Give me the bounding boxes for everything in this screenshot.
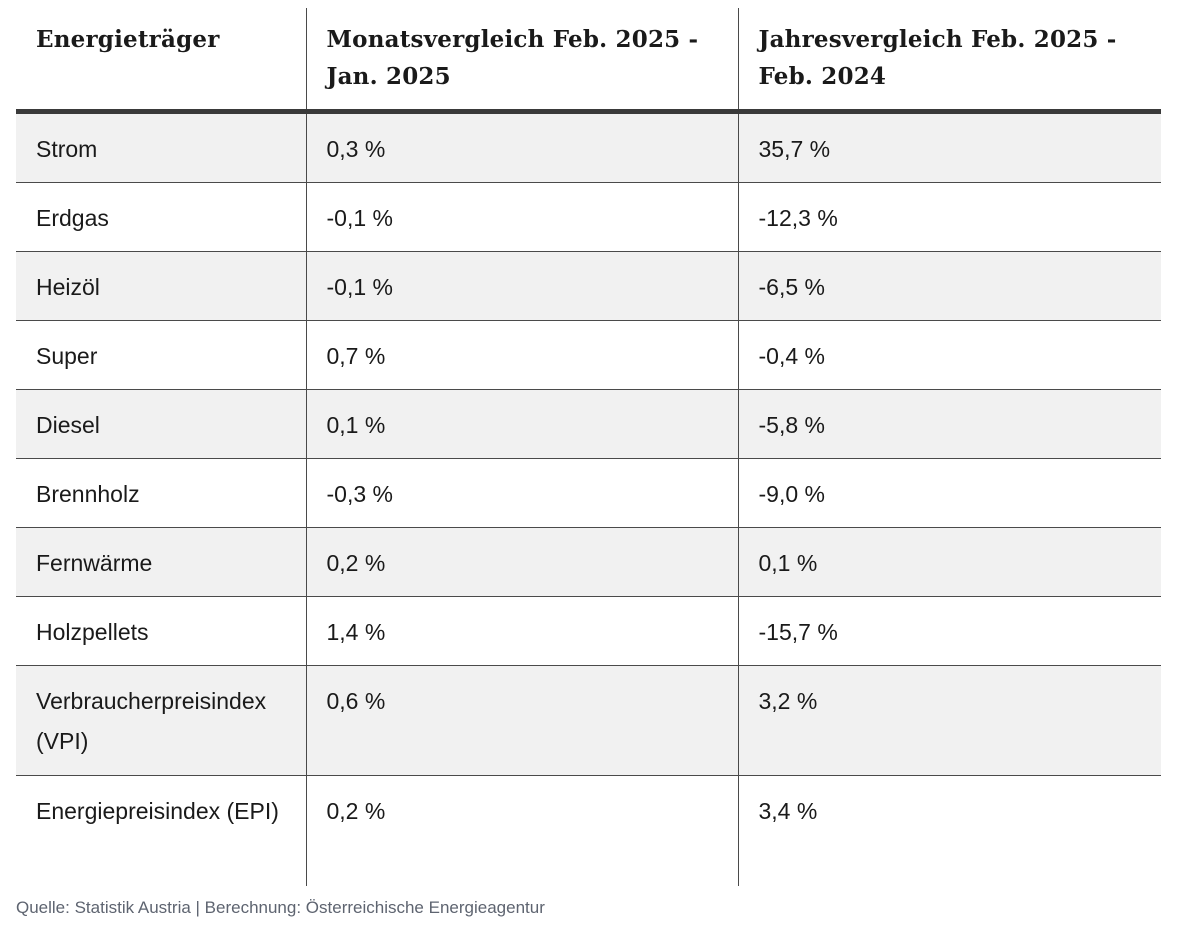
table-row: Diesel 0,1 % -5,8 % (16, 389, 1161, 459)
table-row: Verbraucherpreisindex (VPI) 0,6 % 3,2 % (16, 665, 1161, 776)
cell-energietraeger: Heizöl (16, 251, 306, 321)
table-row: Heizöl -0,1 % -6,5 % (16, 251, 1161, 321)
cell-monatsvergleich: 1,4 % (305, 596, 738, 666)
table-row: Super 0,7 % -0,4 % (16, 320, 1161, 390)
table-body: Strom 0,3 % 35,7 % Erdgas -0,1 % -12,3 %… (16, 111, 1161, 886)
cell-energietraeger: Strom (16, 111, 306, 183)
cell-jahresvergleich: 3,4 % (737, 775, 1161, 886)
cell-monatsvergleich: 0,1 % (305, 389, 738, 459)
cell-jahresvergleich: -6,5 % (737, 251, 1161, 321)
table-row: Holzpellets 1,4 % -15,7 % (16, 596, 1161, 666)
header-jahresvergleich: Jahresvergleich Feb. 2025 - Feb. 2024 (737, 8, 1161, 114)
cell-monatsvergleich: 0,7 % (305, 320, 738, 390)
cell-energietraeger: Diesel (16, 389, 306, 459)
cell-jahresvergleich: -15,7 % (737, 596, 1161, 666)
cell-monatsvergleich: 0,3 % (305, 111, 738, 183)
cell-jahresvergleich: 3,2 % (737, 665, 1161, 776)
cell-energietraeger: Brennholz (16, 458, 306, 528)
cell-energietraeger: Erdgas (16, 182, 306, 252)
table-row: Brennholz -0,3 % -9,0 % (16, 458, 1161, 528)
table-header: Energieträger Monatsvergleich Feb. 2025 … (16, 8, 1161, 114)
cell-jahresvergleich: 35,7 % (737, 111, 1161, 183)
cell-jahresvergleich: -5,8 % (737, 389, 1161, 459)
cell-jahresvergleich: -0,4 % (737, 320, 1161, 390)
source-note: Quelle: Statistik Austria | Berechnung: … (16, 898, 545, 917)
header-monatsvergleich: Monatsvergleich Feb. 2025 - Jan. 2025 (305, 8, 738, 114)
cell-jahresvergleich: 0,1 % (737, 527, 1161, 597)
cell-monatsvergleich: 0,2 % (305, 775, 738, 886)
header-row: Energieträger Monatsvergleich Feb. 2025 … (16, 8, 1161, 114)
cell-energietraeger: Energiepreisindex (EPI) (16, 775, 306, 886)
table-row: Energiepreisindex (EPI) 0,2 % 3,4 % (16, 775, 1161, 886)
cell-monatsvergleich: -0,3 % (305, 458, 738, 528)
energy-price-table-container: Energieträger Monatsvergleich Feb. 2025 … (16, 8, 1161, 886)
cell-monatsvergleich: 0,2 % (305, 527, 738, 597)
cell-monatsvergleich: -0,1 % (305, 251, 738, 321)
cell-monatsvergleich: -0,1 % (305, 182, 738, 252)
cell-energietraeger: Verbraucherpreisindex (VPI) (16, 665, 306, 776)
cell-energietraeger: Super (16, 320, 306, 390)
table-row: Erdgas -0,1 % -12,3 % (16, 182, 1161, 252)
header-energietraeger: Energieträger (16, 8, 306, 114)
cell-energietraeger: Holzpellets (16, 596, 306, 666)
table-row: Strom 0,3 % 35,7 % (16, 111, 1161, 183)
cell-jahresvergleich: -9,0 % (737, 458, 1161, 528)
cell-monatsvergleich: 0,6 % (305, 665, 738, 776)
energy-price-table: Energieträger Monatsvergleich Feb. 2025 … (16, 8, 1161, 886)
cell-energietraeger: Fernwärme (16, 527, 306, 597)
table-row: Fernwärme 0,2 % 0,1 % (16, 527, 1161, 597)
cell-jahresvergleich: -12,3 % (737, 182, 1161, 252)
